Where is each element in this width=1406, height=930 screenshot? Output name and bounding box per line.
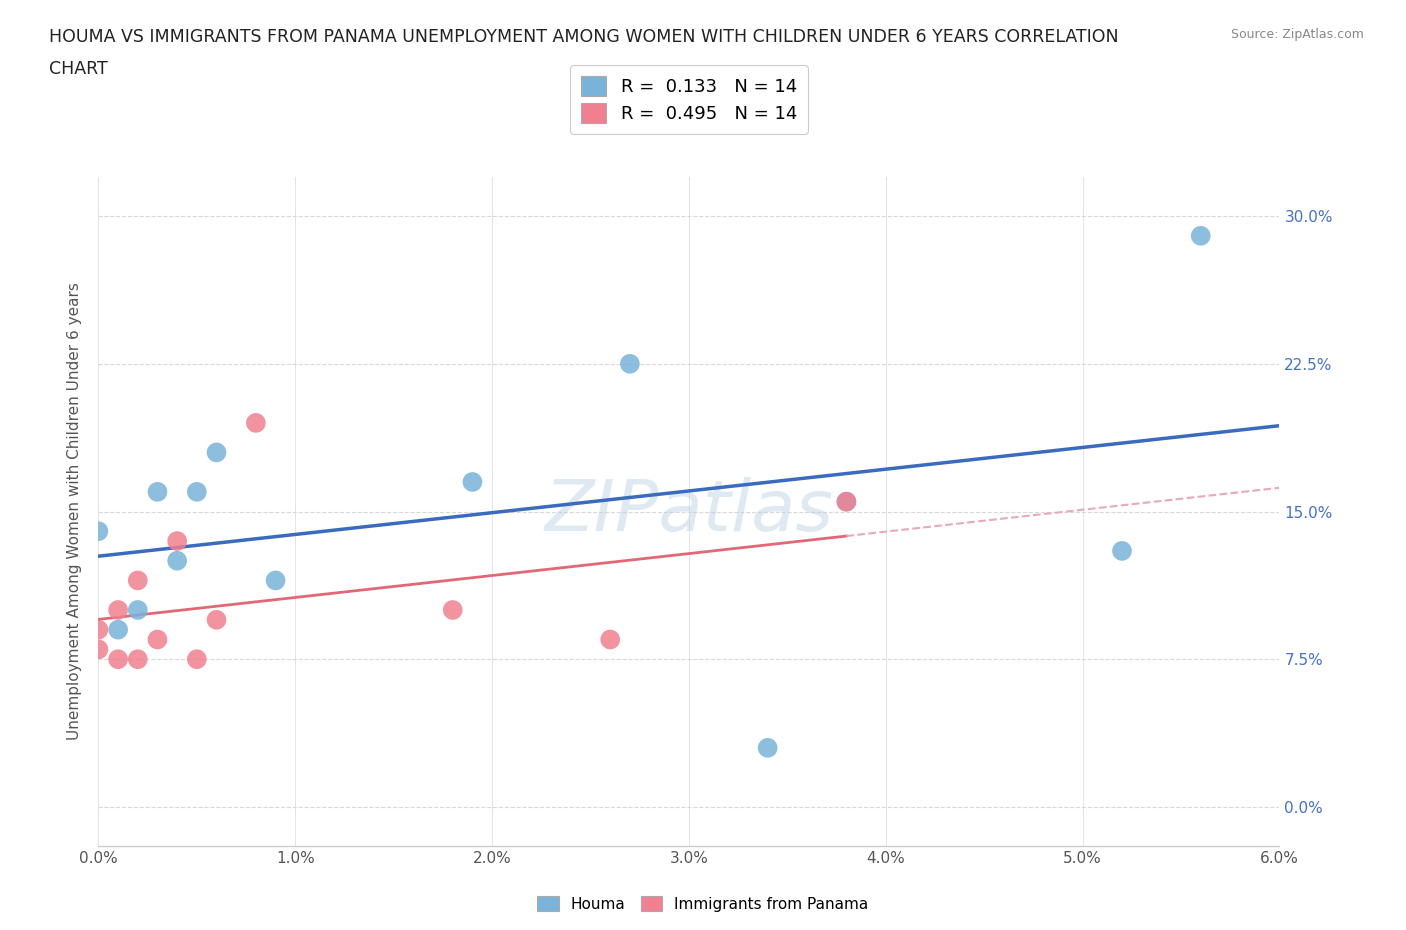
Legend: Houma, Immigrants from Panama: Houma, Immigrants from Panama	[531, 889, 875, 918]
Text: HOUMA VS IMMIGRANTS FROM PANAMA UNEMPLOYMENT AMONG WOMEN WITH CHILDREN UNDER 6 Y: HOUMA VS IMMIGRANTS FROM PANAMA UNEMPLOY…	[49, 28, 1119, 46]
Point	[1111, 543, 1133, 558]
Point	[146, 485, 169, 499]
Text: CHART: CHART	[49, 60, 108, 78]
Y-axis label: Unemployment Among Women with Children Under 6 years: Unemployment Among Women with Children U…	[67, 283, 83, 740]
Point	[756, 740, 779, 755]
Point	[186, 485, 208, 499]
Point	[461, 474, 484, 489]
Point	[205, 612, 228, 627]
Point	[127, 573, 149, 588]
Point	[87, 622, 110, 637]
Point	[441, 603, 464, 618]
Point	[87, 524, 110, 538]
Point	[264, 573, 287, 588]
Point	[127, 603, 149, 618]
Point	[1189, 229, 1212, 244]
Point	[245, 416, 267, 431]
Point	[146, 632, 169, 647]
Point	[107, 622, 129, 637]
Point	[87, 642, 110, 657]
Point	[107, 652, 129, 667]
Point	[205, 445, 228, 459]
Point	[619, 356, 641, 371]
Point	[107, 603, 129, 618]
Legend: R =  0.133   N = 14, R =  0.495   N = 14: R = 0.133 N = 14, R = 0.495 N = 14	[569, 65, 808, 134]
Point	[166, 553, 188, 568]
Point	[599, 632, 621, 647]
Point	[127, 652, 149, 667]
Point	[166, 534, 188, 549]
Point	[835, 494, 858, 509]
Point	[186, 652, 208, 667]
Text: ZIPatlas: ZIPatlas	[544, 477, 834, 546]
Text: Source: ZipAtlas.com: Source: ZipAtlas.com	[1230, 28, 1364, 41]
Point	[835, 494, 858, 509]
